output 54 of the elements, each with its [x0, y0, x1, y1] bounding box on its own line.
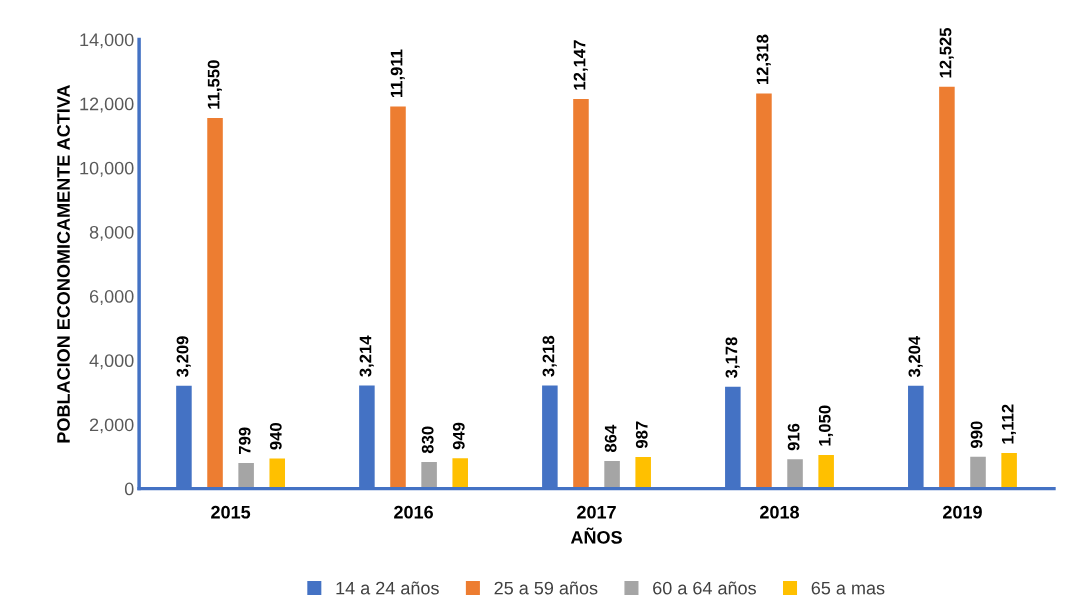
data-label: 12,147	[573, 40, 588, 90]
bar	[756, 93, 772, 489]
y-tick-label: 12,000	[80, 97, 134, 113]
y-tick-label: 14,000	[80, 33, 134, 49]
bar	[970, 456, 986, 489]
x-tick-label: 2016	[394, 505, 433, 519]
data-label: 11,911	[390, 49, 405, 98]
bar	[207, 118, 223, 489]
data-label: 830	[421, 426, 434, 454]
data-label: 3,209	[176, 336, 191, 377]
bar	[1001, 452, 1017, 489]
bar	[818, 454, 834, 489]
data-label: 1,050	[818, 405, 834, 446]
x-axis-title: AÑOS	[570, 527, 622, 544]
data-label: 940	[269, 423, 282, 450]
bar	[787, 459, 803, 489]
data-label: 916	[787, 423, 800, 451]
bar	[238, 463, 254, 489]
data-label: 864	[604, 424, 617, 453]
y-tick-label: 2,000	[89, 418, 134, 434]
y-tick-label: 0	[124, 482, 134, 496]
data-label: 987	[635, 421, 648, 449]
legend-label: 25 a 59 años	[494, 581, 598, 595]
data-label: 11,550	[207, 60, 222, 109]
data-label: 990	[970, 421, 983, 448]
data-label: 3,178	[725, 337, 740, 378]
data-label: 12,525	[939, 27, 954, 78]
x-tick-label: 2017	[577, 505, 616, 519]
y-tick-label: 10,000	[80, 161, 134, 177]
bar	[421, 462, 437, 489]
data-label: 949	[452, 422, 465, 450]
data-label: 3,214	[359, 335, 374, 377]
data-label: 3,218	[542, 335, 557, 377]
legend-label: 14 a 24 años	[336, 581, 439, 595]
bar	[269, 458, 286, 489]
data-label: 3,204	[908, 335, 923, 378]
bar	[939, 86, 955, 489]
y-tick-label: 6,000	[89, 290, 134, 305]
data-label: 12,318	[756, 34, 771, 85]
y-tick-label: 8,000	[89, 225, 134, 241]
y-tick-label: 4,000	[89, 354, 134, 370]
data-label: 799	[238, 427, 251, 454]
bar	[635, 456, 651, 489]
bar	[452, 458, 468, 489]
x-tick-label: 2019	[943, 505, 982, 519]
data-label: 1,112	[1001, 404, 1017, 444]
bar	[573, 98, 589, 489]
bar	[390, 106, 406, 489]
x-tick-label: 2015	[211, 505, 251, 519]
y-axis-title: POBLACION ECONOMICAMENTE ACTIVA	[57, 84, 70, 443]
x-tick-label: 2018	[760, 505, 800, 519]
legend-label: 60 a 64 años	[653, 581, 756, 595]
bar	[604, 460, 620, 489]
legend-label: 65 a mas	[811, 581, 885, 595]
